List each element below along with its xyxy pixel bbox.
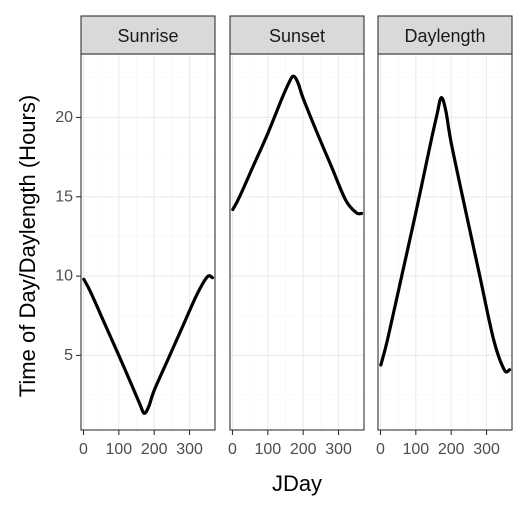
series-line-daylength [379,96,512,374]
y-tick-label: 5 [64,347,73,364]
panel-grid [378,54,512,430]
x-tick-label: 300 [473,441,500,458]
facet-panel-sunrise: Sunrise 0 100 200 300 [79,15,216,458]
x-tick-label: 100 [402,441,429,458]
x-axis-title: JDay [272,471,322,496]
y-tick-label: 15 [55,188,73,205]
panel-grid [230,54,364,430]
x-tick-label: 0 [376,441,385,458]
series-line-sunrise [82,274,215,415]
y-axis-title: Time of Day/Daylength (Hours) [15,95,40,397]
facet-panel-sunset: Sunset 0 100 200 300 [228,15,365,458]
facet-strip-label: Daylength [404,26,485,46]
series-line-sunset [231,74,364,216]
x-tick-label: 100 [105,441,132,458]
facet-strip [377,15,513,55]
y-axis: 5 10 15 20 [55,109,81,364]
x-tick-label: 0 [79,441,88,458]
x-tick-label: 200 [290,441,317,458]
facet-panel-daylength: Daylength 0 100 200 300 [376,15,513,458]
x-tick-label: 100 [254,441,281,458]
x-tick-label: 200 [438,441,465,458]
panel-grid [81,54,215,430]
x-tick-label: 200 [141,441,168,458]
facet-strip [80,15,216,55]
y-tick-label: 20 [55,109,73,126]
facet-strip [229,15,365,55]
x-tick-label: 0 [228,441,237,458]
facet-strip-label: Sunrise [117,26,178,46]
y-tick-label: 10 [55,268,73,285]
x-tick-label: 300 [176,441,203,458]
x-tick-label: 300 [325,441,352,458]
facet-strip-label: Sunset [269,26,325,46]
